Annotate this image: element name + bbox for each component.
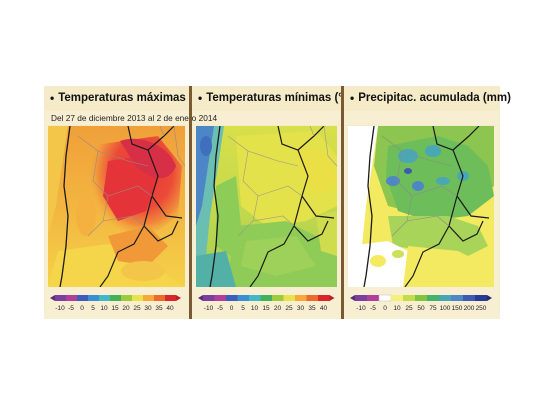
tick-label: 75 xyxy=(429,305,437,312)
date-range-bar: Del 27 de diciembre 2013 al 2 de enero 2… xyxy=(44,111,500,125)
color-swatch xyxy=(283,295,295,301)
tick-label: 0 xyxy=(230,305,234,312)
map-panel-max-temps: -10 -5 0 5 10 15 20 25 30 35 40 xyxy=(44,126,189,319)
tick-label: 0 xyxy=(80,305,84,312)
color-swatch xyxy=(306,295,318,301)
color-swatch xyxy=(272,295,284,301)
tick-label: 100 xyxy=(440,305,451,312)
tick-label: 30 xyxy=(297,305,305,312)
bullet-icon: • xyxy=(350,91,355,105)
color-swatch xyxy=(66,295,77,301)
color-swatch xyxy=(318,295,330,301)
tick-label: 250 xyxy=(476,305,487,312)
tick-label: 15 xyxy=(262,305,270,312)
tick-label: 20 xyxy=(122,305,130,312)
color-swatch xyxy=(355,295,367,301)
colorbar-min-arrow xyxy=(198,295,203,301)
color-swatch xyxy=(451,295,463,301)
color-swatch xyxy=(475,295,487,301)
color-swatch xyxy=(415,295,427,301)
tick-label: 25 xyxy=(133,305,141,312)
color-swatch xyxy=(154,295,165,301)
title-max-temps: Temperaturas máximas (°C) xyxy=(58,92,210,104)
color-swatch xyxy=(110,295,121,301)
tick-label: -5 xyxy=(370,305,376,312)
tick-label: 10 xyxy=(251,305,259,312)
tick-label: 5 xyxy=(91,305,95,312)
title-min-temps: Temperaturas mínimas (°C) xyxy=(206,92,356,104)
color-swatch xyxy=(237,295,249,301)
tick-label: -10 xyxy=(356,305,366,312)
tick-label: 40 xyxy=(166,305,174,312)
bullet-icon: • xyxy=(50,91,55,105)
tick-label: -10 xyxy=(55,305,65,312)
tick-label: 200 xyxy=(464,305,475,312)
color-swatch xyxy=(439,295,451,301)
color-swatch xyxy=(77,295,88,301)
panel-header-max: • Temperaturas máximas (°C) xyxy=(44,86,210,110)
color-swatch xyxy=(391,295,403,301)
color-swatch xyxy=(214,295,226,301)
title-precip: Precipitac. acumulada (mm) xyxy=(358,92,511,104)
weather-maps-panel: • Temperaturas máximas (°C) • Temperatur… xyxy=(44,86,511,319)
map-panel-min-temps: -10 -5 0 5 10 15 20 25 30 35 40 xyxy=(192,126,341,319)
color-swatch xyxy=(403,295,415,301)
color-swatch xyxy=(249,295,261,301)
colorbar-min-arrow xyxy=(50,295,55,301)
tick-label: 25 xyxy=(285,305,293,312)
tick-label: 35 xyxy=(308,305,316,312)
map-panel-precip: -10 -5 0 10 25 50 75 100 150 200 250 xyxy=(344,126,500,319)
bullet-icon: • xyxy=(198,91,203,105)
colorbar-min-arrow xyxy=(350,295,355,301)
panel-separator xyxy=(341,86,344,319)
min-temps-colorbar: -10 -5 0 5 10 15 20 25 30 35 40 xyxy=(198,295,335,312)
color-swatch xyxy=(55,295,66,301)
tick-label: -5 xyxy=(68,305,74,312)
tick-label: 30 xyxy=(144,305,152,312)
color-swatch xyxy=(295,295,307,301)
min-temps-map xyxy=(196,126,337,287)
color-swatch xyxy=(427,295,439,301)
tick-label: 25 xyxy=(405,305,413,312)
colorbar-max-arrow xyxy=(487,295,492,301)
color-swatch xyxy=(165,295,176,301)
tick-label: 10 xyxy=(100,305,108,312)
color-swatch xyxy=(260,295,272,301)
panel-separator xyxy=(189,86,192,319)
colorbar-max-arrow xyxy=(329,295,335,301)
panel-header-precip: • Precipitac. acumulada (mm) xyxy=(344,86,511,110)
tick-label: 5 xyxy=(241,305,245,312)
color-swatch xyxy=(226,295,238,301)
color-swatch xyxy=(367,295,379,301)
color-swatch xyxy=(143,295,154,301)
max-temps-map xyxy=(48,126,185,287)
max-temps-colorbar: -10 -5 0 5 10 15 20 25 30 35 40 xyxy=(50,295,181,312)
color-swatch xyxy=(378,294,392,302)
color-swatch xyxy=(88,295,99,301)
colorbar-max-arrow xyxy=(176,295,181,301)
tick-label: -10 xyxy=(204,305,214,312)
tick-label: 10 xyxy=(393,305,401,312)
tick-label: 50 xyxy=(417,305,425,312)
color-swatch xyxy=(463,295,475,301)
color-swatch xyxy=(121,295,132,301)
date-range: Del 27 de diciembre 2013 al 2 de enero 2… xyxy=(51,113,218,123)
color-swatch xyxy=(132,295,143,301)
precip-map xyxy=(348,126,494,287)
tick-label: 40 xyxy=(320,305,328,312)
color-swatch xyxy=(99,295,110,301)
color-swatch xyxy=(203,295,215,301)
tick-label: 0 xyxy=(383,305,387,312)
precip-colorbar: -10 -5 0 10 25 50 75 100 150 200 250 xyxy=(350,294,492,312)
tick-label: -5 xyxy=(217,305,223,312)
tick-label: 35 xyxy=(155,305,163,312)
panel-header-min: • Temperaturas mínimas (°C) xyxy=(192,86,355,110)
tick-label: 20 xyxy=(274,305,282,312)
tick-label: 150 xyxy=(452,305,463,312)
tick-label: 15 xyxy=(111,305,119,312)
